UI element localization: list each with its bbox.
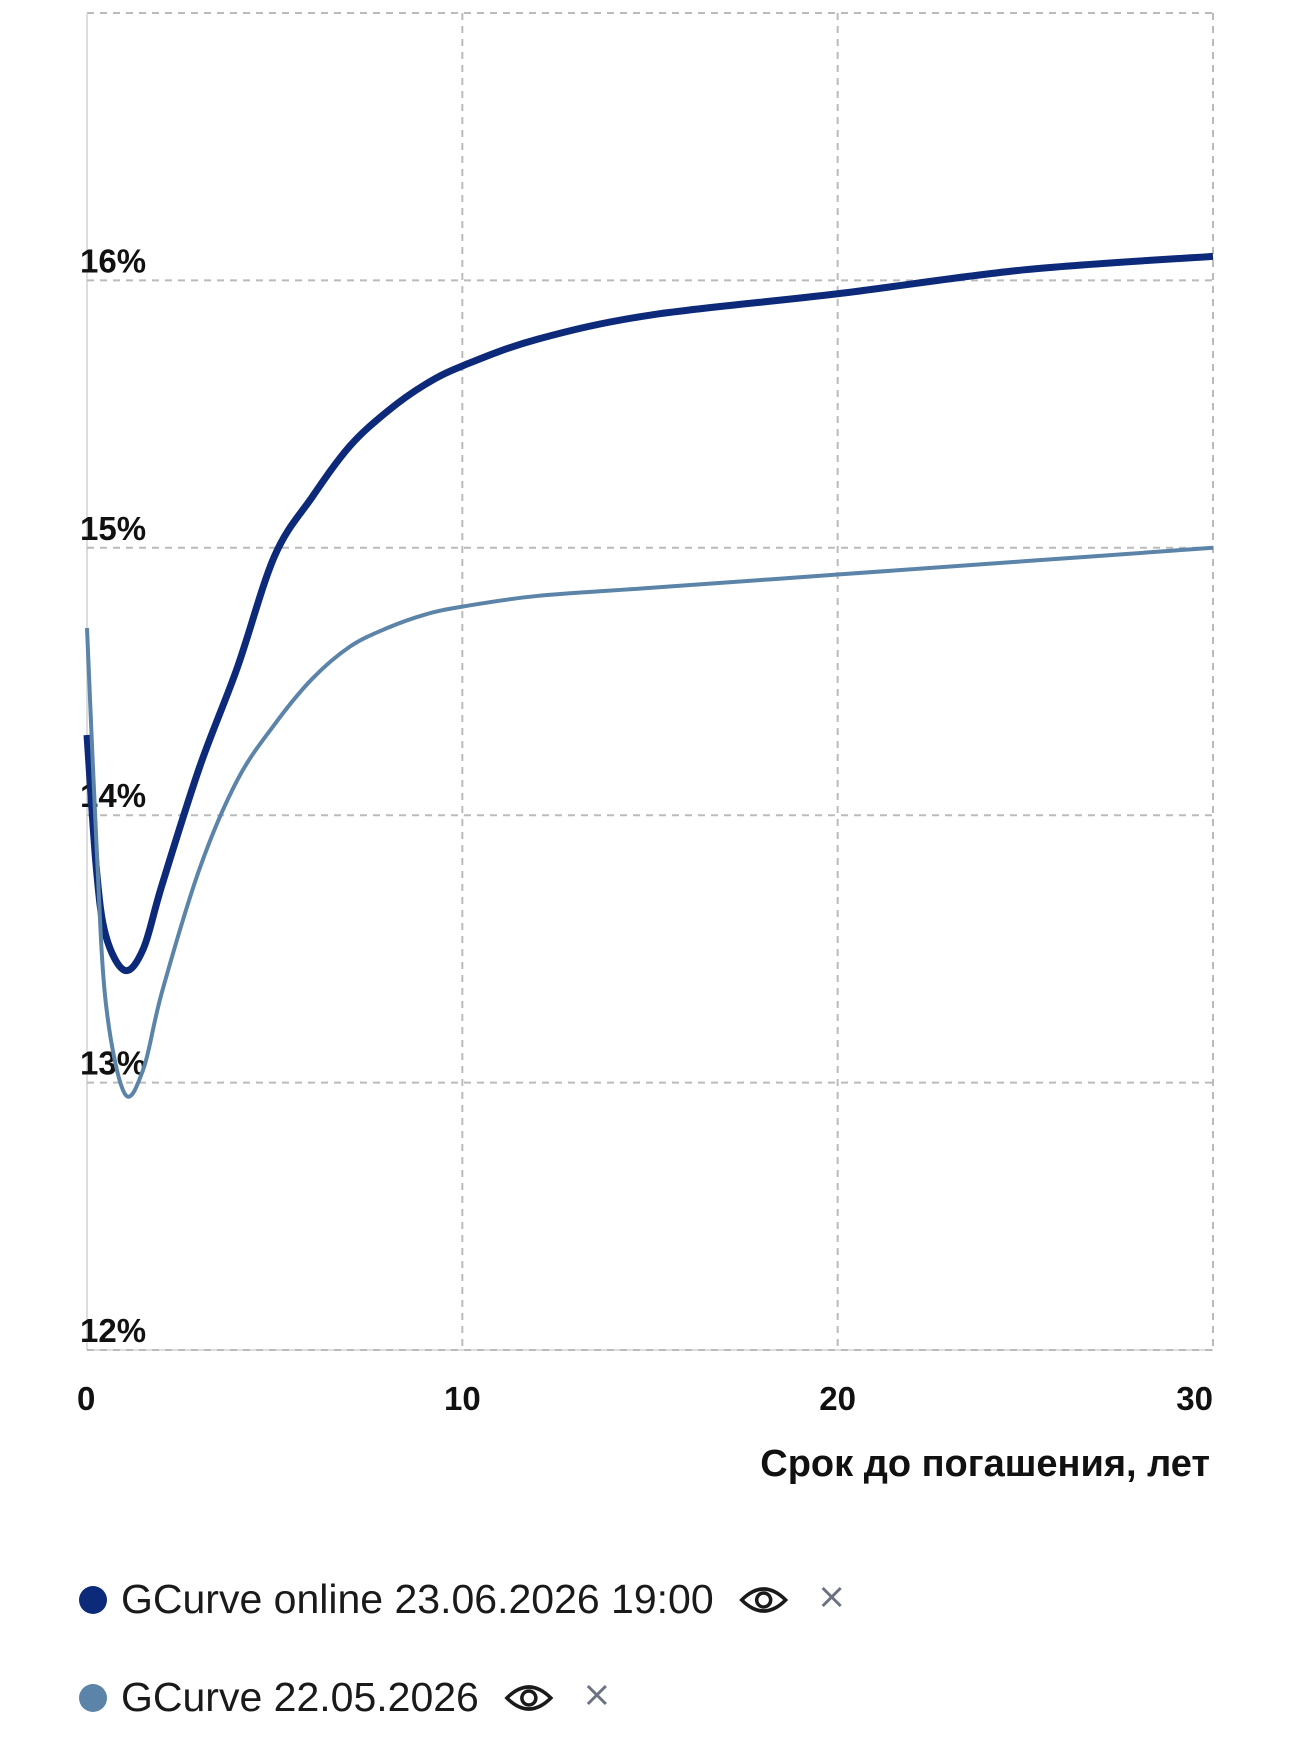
legend-label: GCurve online 23.06.2026 19:00 (121, 1576, 714, 1622)
legend-label: GCurve 22.05.2026 (121, 1674, 479, 1720)
x-axis-title: Срок до погашения, лет (760, 1443, 1210, 1485)
legend-dot (79, 1684, 107, 1712)
legend-dot (79, 1586, 107, 1614)
remove-button[interactable] (586, 1684, 607, 1706)
x-tick-label: 0 (77, 1380, 95, 1417)
x-tick-label: 20 (819, 1380, 856, 1417)
eye-pupil (520, 1689, 538, 1707)
y-tick-label: 15% (80, 510, 146, 547)
visibility-toggle[interactable] (739, 1587, 789, 1613)
close-icon (821, 1586, 842, 1608)
x-tick-label: 10 (444, 1380, 481, 1417)
x-tick-label: 30 (1176, 1380, 1213, 1417)
close-icon (586, 1684, 607, 1706)
legend-item: GCurve 22.05.2026 (79, 1674, 607, 1720)
remove-button[interactable] (821, 1586, 842, 1608)
y-tick-label: 12% (80, 1312, 146, 1349)
eye-pupil (754, 1591, 773, 1609)
eye-icon (504, 1685, 554, 1711)
series-line (83, 252, 1214, 975)
eye-icon (739, 1587, 789, 1613)
visibility-toggle[interactable] (504, 1685, 554, 1711)
series-line (85, 545, 1214, 1099)
y-tick-label: 16% (80, 242, 146, 279)
legend-item: GCurve online 23.06.2026 19:00 (79, 1576, 842, 1622)
